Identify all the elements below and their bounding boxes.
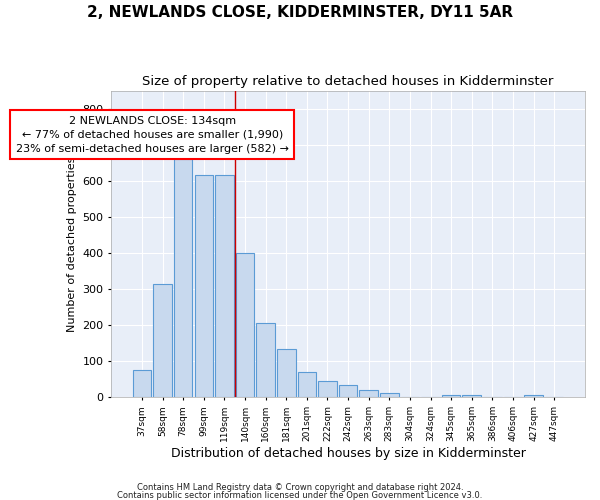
Bar bbox=[215, 176, 233, 398]
Bar bbox=[359, 390, 378, 398]
Text: Contains public sector information licensed under the Open Government Licence v3: Contains public sector information licen… bbox=[118, 490, 482, 500]
Bar bbox=[442, 394, 460, 398]
Bar bbox=[256, 324, 275, 398]
Bar bbox=[524, 394, 543, 398]
Bar bbox=[298, 372, 316, 398]
Text: 2, NEWLANDS CLOSE, KIDDERMINSTER, DY11 5AR: 2, NEWLANDS CLOSE, KIDDERMINSTER, DY11 5… bbox=[87, 5, 513, 20]
Bar bbox=[380, 393, 398, 398]
Bar bbox=[236, 253, 254, 398]
Text: Contains HM Land Registry data © Crown copyright and database right 2024.: Contains HM Land Registry data © Crown c… bbox=[137, 484, 463, 492]
Bar bbox=[318, 381, 337, 398]
Bar bbox=[277, 348, 296, 398]
Bar bbox=[194, 176, 213, 398]
Bar bbox=[339, 385, 358, 398]
Title: Size of property relative to detached houses in Kidderminster: Size of property relative to detached ho… bbox=[142, 75, 554, 88]
Bar bbox=[133, 370, 151, 398]
Bar bbox=[174, 159, 193, 398]
X-axis label: Distribution of detached houses by size in Kidderminster: Distribution of detached houses by size … bbox=[170, 447, 526, 460]
Bar bbox=[153, 284, 172, 398]
Bar bbox=[463, 394, 481, 398]
Text: 2 NEWLANDS CLOSE: 134sqm
← 77% of detached houses are smaller (1,990)
23% of sem: 2 NEWLANDS CLOSE: 134sqm ← 77% of detach… bbox=[16, 116, 289, 154]
Y-axis label: Number of detached properties: Number of detached properties bbox=[67, 156, 77, 332]
